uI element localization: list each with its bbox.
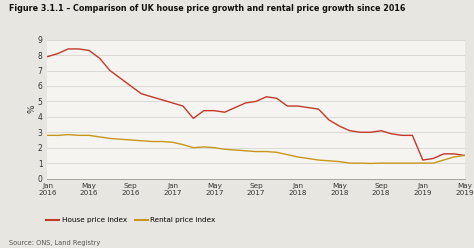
Rental price index	[347, 162, 353, 165]
Rental price index	[389, 162, 394, 165]
Y-axis label: %: %	[27, 105, 36, 113]
Rental price index	[337, 160, 342, 163]
Rental price index	[149, 140, 155, 143]
Rental price index	[462, 154, 467, 157]
Rental price index	[284, 153, 290, 156]
Line: Rental price index: Rental price index	[47, 135, 465, 163]
House price index	[45, 55, 50, 58]
House price index	[430, 157, 436, 160]
House price index	[138, 92, 144, 95]
House price index	[201, 109, 207, 112]
House price index	[357, 131, 363, 134]
House price index	[347, 129, 353, 132]
House price index	[295, 105, 301, 108]
Rental price index	[232, 149, 238, 152]
House price index	[462, 154, 467, 157]
Rental price index	[410, 162, 415, 165]
House price index	[368, 131, 374, 134]
Rental price index	[378, 162, 384, 165]
House price index	[159, 98, 165, 101]
Rental price index	[326, 159, 332, 162]
House price index	[76, 47, 82, 50]
House price index	[191, 117, 196, 120]
Text: Figure 3.1.1 – Comparison of UK house price growth and rental price growth since: Figure 3.1.1 – Comparison of UK house pr…	[9, 4, 406, 13]
House price index	[97, 57, 102, 60]
House price index	[232, 106, 238, 109]
Rental price index	[295, 155, 301, 158]
Rental price index	[86, 134, 92, 137]
House price index	[378, 129, 384, 132]
Rental price index	[420, 162, 426, 165]
Text: Source: ONS, Land Registry: Source: ONS, Land Registry	[9, 240, 101, 246]
Rental price index	[107, 137, 113, 140]
House price index	[337, 124, 342, 127]
Rental price index	[357, 162, 363, 165]
House price index	[107, 69, 113, 72]
House price index	[149, 95, 155, 98]
Rental price index	[430, 162, 436, 165]
Rental price index	[170, 141, 175, 144]
House price index	[55, 52, 61, 55]
House price index	[118, 77, 123, 80]
Rental price index	[191, 146, 196, 149]
Rental price index	[305, 157, 311, 160]
House price index	[264, 95, 269, 98]
Rental price index	[201, 145, 207, 148]
Rental price index	[138, 139, 144, 142]
Rental price index	[451, 155, 457, 158]
Rental price index	[180, 143, 186, 146]
House price index	[86, 49, 92, 52]
Rental price index	[118, 138, 123, 141]
Rental price index	[222, 148, 228, 151]
House price index	[284, 105, 290, 108]
House price index	[441, 152, 447, 155]
Rental price index	[128, 138, 134, 141]
House price index	[253, 100, 259, 103]
House price index	[274, 97, 280, 100]
Rental price index	[274, 151, 280, 154]
House price index	[128, 85, 134, 88]
Rental price index	[253, 150, 259, 153]
Rental price index	[55, 134, 61, 137]
House price index	[170, 101, 175, 104]
Rental price index	[159, 140, 165, 143]
House price index	[410, 134, 415, 137]
Legend: House price index, Rental price index: House price index, Rental price index	[46, 217, 216, 223]
Rental price index	[441, 158, 447, 161]
Rental price index	[76, 134, 82, 137]
Rental price index	[45, 134, 50, 137]
Rental price index	[211, 146, 217, 149]
House price index	[389, 132, 394, 135]
House price index	[451, 152, 457, 155]
Rental price index	[243, 149, 248, 152]
House price index	[222, 111, 228, 114]
House price index	[316, 108, 321, 111]
House price index	[65, 47, 71, 50]
Rental price index	[264, 150, 269, 153]
House price index	[305, 106, 311, 109]
House price index	[211, 109, 217, 112]
Rental price index	[368, 162, 374, 165]
House price index	[243, 101, 248, 104]
Rental price index	[65, 133, 71, 136]
Rental price index	[97, 135, 102, 138]
House price index	[180, 105, 186, 108]
Rental price index	[316, 158, 321, 161]
Line: House price index: House price index	[47, 49, 465, 160]
House price index	[420, 158, 426, 161]
House price index	[326, 119, 332, 122]
Rental price index	[399, 162, 405, 165]
House price index	[399, 134, 405, 137]
